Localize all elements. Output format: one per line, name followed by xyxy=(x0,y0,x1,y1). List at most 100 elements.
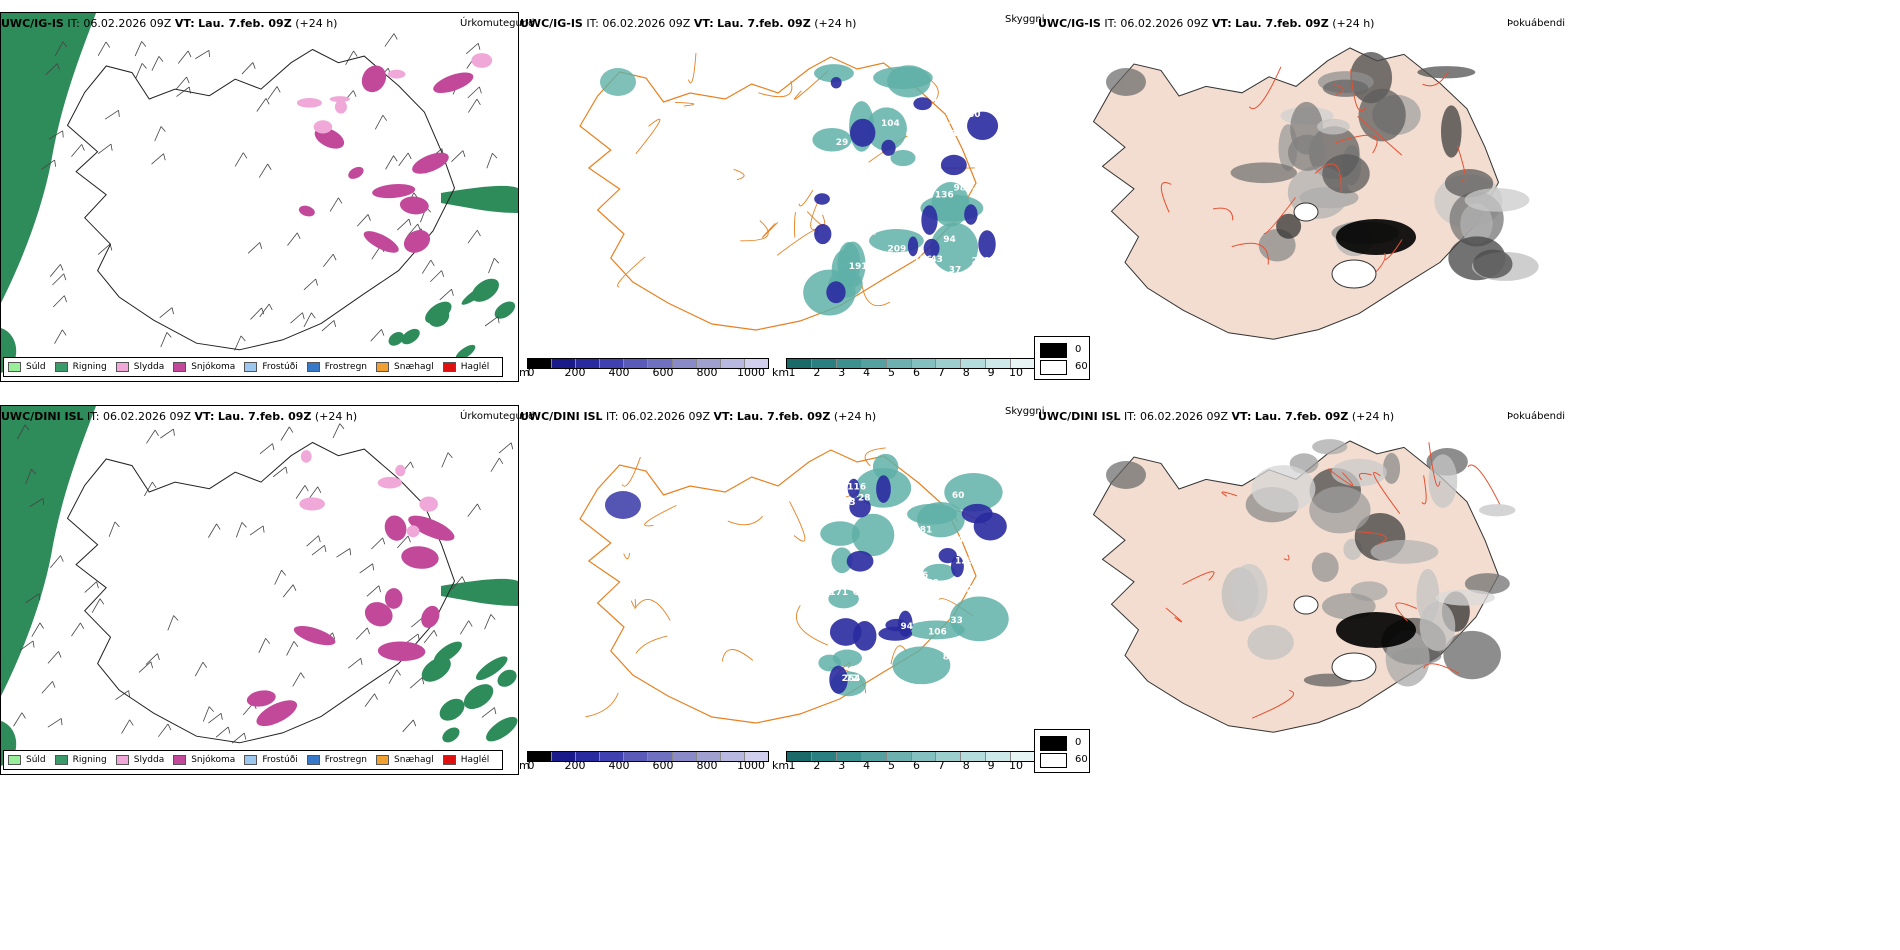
wind-barb-flag xyxy=(494,707,497,715)
wind-barb-staff xyxy=(286,641,295,656)
wind-barb-staff xyxy=(159,307,173,319)
wind-barb-flag xyxy=(220,713,223,720)
wind-barb-staff xyxy=(282,584,294,598)
wind-barb-staff xyxy=(41,681,53,694)
wind-barb-staff xyxy=(91,598,101,613)
rain-area xyxy=(441,185,518,213)
wind-barb-flag xyxy=(173,615,179,621)
wind-barb xyxy=(234,152,248,167)
wind-barb-staff xyxy=(481,707,495,718)
cloud-base-value: 35 xyxy=(951,129,964,139)
precip-header-row1: UWC/IG-IS IT: 06.02.2026 09Z VT: Lau. 7.… xyxy=(1,17,337,30)
colorbar-segment xyxy=(528,359,553,368)
legend-swatch xyxy=(54,362,68,372)
snow-cell xyxy=(364,602,393,627)
colorbar-tick-label: 7 xyxy=(937,759,945,772)
sleet-cell xyxy=(419,496,438,512)
road-line xyxy=(1263,197,1296,235)
precip-legend-item: Slydda xyxy=(115,755,164,765)
fog-index-area xyxy=(1106,461,1146,489)
wind-barb-flag xyxy=(276,86,281,93)
wind-barb xyxy=(484,316,500,327)
wind-barb xyxy=(31,622,44,637)
wind-barb-flag xyxy=(265,98,270,105)
wind-barb-staff xyxy=(71,144,83,157)
legend-swatch xyxy=(244,362,258,372)
wind-barb xyxy=(167,615,179,631)
cloud-low-area xyxy=(940,154,967,176)
wind-barb-staff xyxy=(272,466,287,478)
colorbar-segment xyxy=(787,359,812,368)
colorbar-segment xyxy=(836,752,862,761)
cloud-base-value: 126 xyxy=(913,255,932,265)
wind-barb xyxy=(397,218,412,231)
cloud-base-value: 86 xyxy=(872,610,885,620)
wind-barb-flag xyxy=(114,521,120,528)
fog-index-area xyxy=(1321,593,1376,620)
cloud-m-ticks-row2: 0 200 400 600 800 1000 xyxy=(528,759,766,772)
road-line xyxy=(721,649,754,662)
wind-barb-flag xyxy=(324,545,327,552)
wind-barb-staff xyxy=(397,218,410,231)
wind-barb xyxy=(256,98,270,112)
wind-barb xyxy=(146,429,159,444)
wind-barb-flag xyxy=(476,98,481,106)
wind-barb xyxy=(145,653,160,665)
vt-label: VT: xyxy=(194,410,215,423)
wind-barb-flag xyxy=(39,622,44,629)
road-line xyxy=(733,169,745,181)
snow-cell xyxy=(256,700,298,727)
wind-barb-staff xyxy=(145,653,158,665)
wind-barb-staff xyxy=(48,130,63,140)
wind-barb-staff xyxy=(409,677,423,689)
wind-barb-staff xyxy=(177,50,189,64)
colorbar-segment xyxy=(1011,752,1036,761)
wind-barb-staff xyxy=(50,555,61,569)
wind-barb-staff xyxy=(303,312,312,328)
snow-cell xyxy=(408,515,455,541)
road-line xyxy=(1221,491,1238,497)
colorbar-segment xyxy=(720,752,745,761)
legend-label: Frostúði xyxy=(262,362,298,372)
wind-barb-flag xyxy=(393,33,398,40)
wind-barb xyxy=(272,466,288,478)
wind-barb-staff xyxy=(54,329,63,344)
fog-index-area xyxy=(1441,105,1462,158)
legend-label: Slydda xyxy=(133,362,165,372)
rain-cell xyxy=(433,641,463,664)
cloud-base-value: 85 xyxy=(877,259,890,269)
wind-barb xyxy=(91,598,105,613)
wind-barb-staff xyxy=(151,56,160,71)
road-line xyxy=(1456,145,1467,183)
snow-cell xyxy=(401,546,439,569)
snow-cell xyxy=(403,230,431,253)
cloud-low-area xyxy=(829,618,862,646)
cloud-base-value: 100 xyxy=(905,131,924,141)
wind-barb-flag xyxy=(63,273,67,281)
wind-barb xyxy=(247,242,263,254)
wind-barb-flag xyxy=(300,672,305,679)
wind-barb-flag xyxy=(157,653,160,661)
wind-barb-flag xyxy=(60,555,64,562)
glacier xyxy=(1331,259,1377,289)
vt-value: Lau. 7.feb. 09Z xyxy=(1235,17,1329,30)
wind-barb-flag xyxy=(272,443,275,451)
cloud-base-value: 280 xyxy=(962,110,981,120)
wind-barb-flag xyxy=(186,76,190,84)
wind-barb-flag xyxy=(441,270,445,277)
wind-barb-staff xyxy=(323,253,334,267)
wind-barb xyxy=(329,197,343,212)
fog-index-area xyxy=(1251,465,1316,513)
wind-barb-flag xyxy=(208,50,210,58)
wind-barb-staff xyxy=(371,537,383,550)
wind-barb xyxy=(465,42,481,55)
colorbar-segment xyxy=(861,752,887,761)
wind-barb xyxy=(97,41,111,57)
colorbar-segment xyxy=(911,752,937,761)
rain-cell xyxy=(442,727,460,743)
road-line xyxy=(675,101,695,107)
legend-swatch xyxy=(173,755,187,765)
wind-barb-staff xyxy=(356,214,369,227)
wind-barb-flag xyxy=(349,548,352,556)
wind-barb-flag xyxy=(378,585,381,593)
